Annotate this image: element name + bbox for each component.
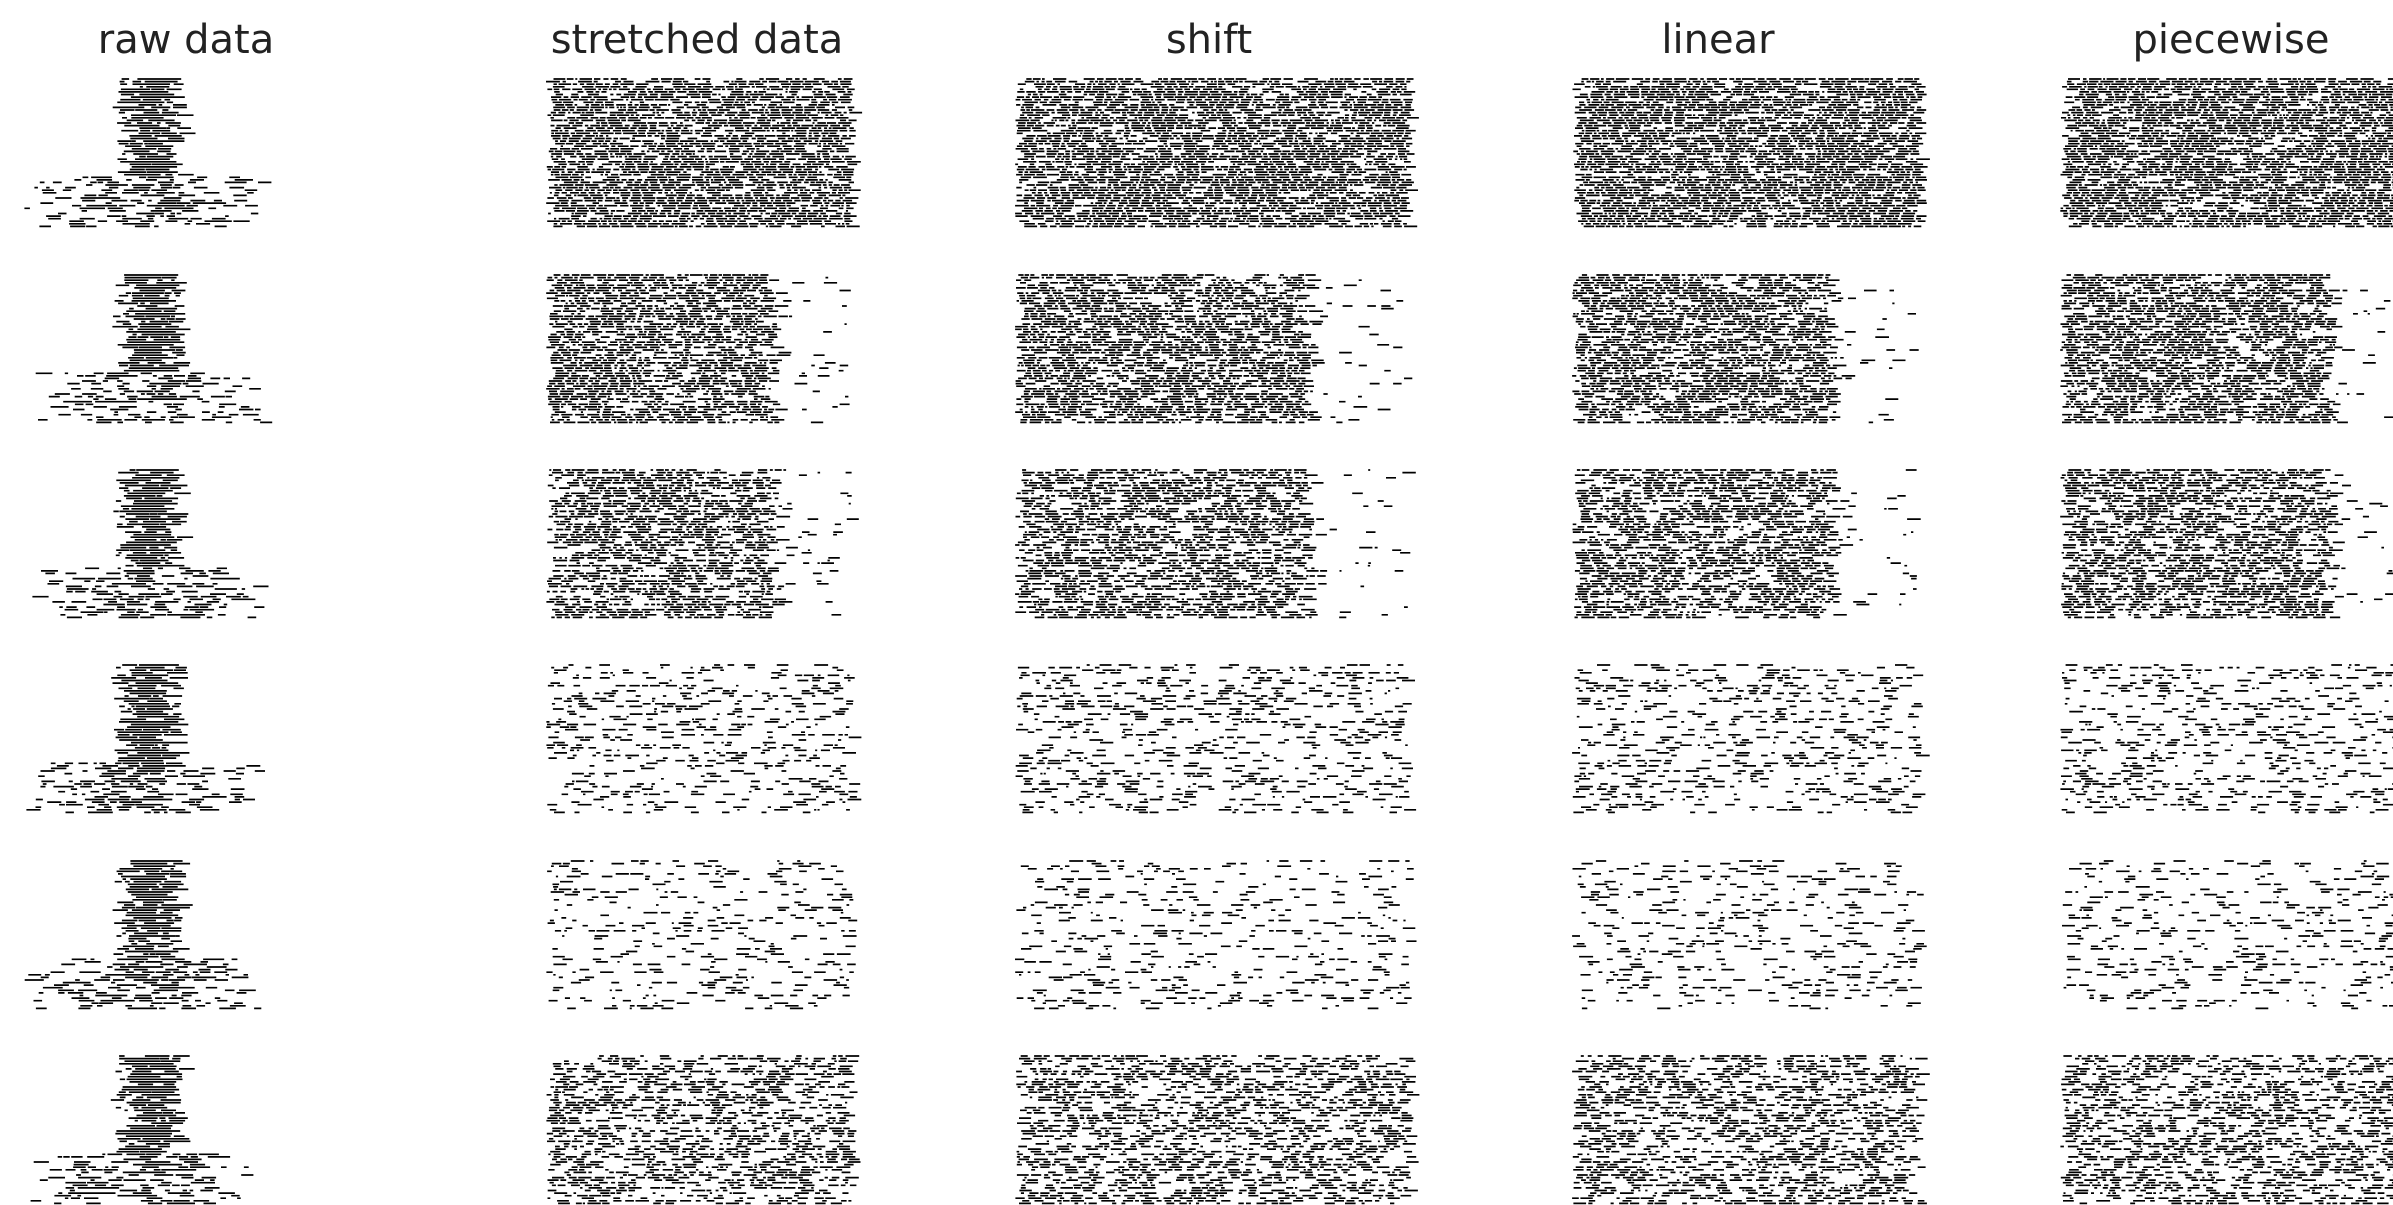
raster <box>32 470 268 617</box>
raster <box>1016 665 1417 812</box>
raster <box>36 275 273 422</box>
raster <box>31 1056 254 1203</box>
panel-title: linear <box>1661 17 1775 63</box>
raster <box>2060 665 2393 812</box>
raster <box>26 665 265 812</box>
raster <box>1573 470 1921 617</box>
panel-title: stretched data <box>551 17 844 63</box>
panel-title: raw data <box>98 17 274 63</box>
raster <box>1572 275 1919 422</box>
raster <box>546 79 862 226</box>
raster <box>1015 79 1419 226</box>
raster <box>546 1056 860 1203</box>
raster <box>2060 79 2393 226</box>
raster <box>1015 470 1416 617</box>
raster <box>546 275 851 422</box>
raster <box>2060 275 2393 422</box>
raster <box>2062 861 2393 1008</box>
raster <box>546 665 861 812</box>
raster <box>25 861 262 1008</box>
raster <box>1573 79 1930 226</box>
raster <box>1572 665 1930 812</box>
raster <box>1015 861 1417 1008</box>
raster <box>2060 470 2393 617</box>
raster <box>24 79 271 226</box>
panel-title: shift <box>1166 17 1252 63</box>
raster <box>1015 275 1412 422</box>
raster <box>2060 1056 2393 1203</box>
panel-title: piecewise <box>2133 17 2330 63</box>
raster <box>1572 861 1927 1008</box>
raster <box>1015 1056 1419 1203</box>
raster <box>546 861 857 1008</box>
figure: raw data stretched data shift linear piecewi… <box>0 0 2393 1205</box>
raster <box>1572 1056 1930 1203</box>
raster <box>546 470 858 617</box>
